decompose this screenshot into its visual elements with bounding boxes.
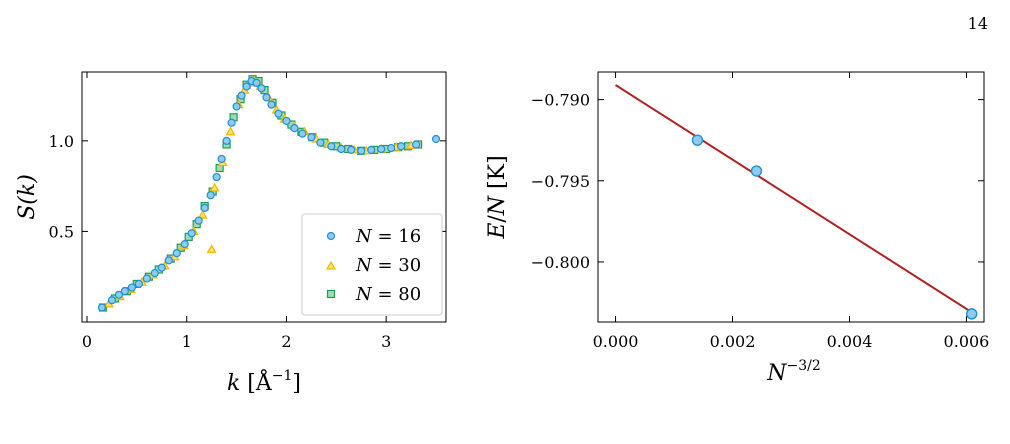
left-plot-frame — [81, 71, 447, 323]
page-number: 14 — [967, 14, 988, 33]
left-ticks: 0 1 2 3 0.5 1.0 — [49, 72, 446, 351]
energy-data-point — [966, 308, 978, 320]
data-point-n16 — [257, 84, 266, 93]
data-point-n16 — [367, 145, 376, 154]
right-x-tick-label: 0.000 — [593, 332, 639, 351]
left-y-tick-label: 1.0 — [49, 132, 74, 151]
legend-box — [301, 213, 443, 316]
data-point-n16 — [316, 138, 325, 147]
data-point-n16 — [307, 133, 316, 142]
right-x-tick-label: 0.006 — [944, 332, 990, 351]
legend-marker-n80 — [326, 289, 336, 299]
fit-line — [615, 84, 973, 314]
data-point-n16 — [187, 229, 196, 238]
data-point-n16 — [134, 279, 143, 289]
data-point-n30 — [206, 244, 217, 254]
left-x-tick-label: 2 — [281, 332, 291, 351]
data-point-n16 — [107, 296, 117, 305]
data-point-n16 — [262, 93, 271, 102]
data-point-n16 — [212, 172, 221, 182]
right-ticks: 0.000 0.002 0.004 0.006 −0.790 −0.795 −0.800 — [531, 72, 990, 351]
data-point-n16 — [157, 263, 166, 272]
data-point-n16 — [114, 290, 123, 299]
data-point-n16 — [267, 100, 276, 109]
left-x-tick-label: 1 — [182, 332, 192, 351]
data-point-n16 — [180, 240, 189, 249]
data-point-n16 — [397, 142, 406, 151]
legend: N = 16 N = 30 N = 80 — [301, 213, 443, 316]
data-point-n16 — [431, 134, 441, 144]
right-y-tick-label: −0.790 — [531, 91, 590, 110]
left-x-axis-label: k [Å−1] — [227, 368, 301, 396]
legend-label-n16: N = 16 — [355, 226, 421, 247]
right-y-axis-label: E/N [K] — [485, 155, 510, 239]
right-y-tick-label: −0.800 — [531, 253, 590, 272]
right-plot-frame — [597, 71, 985, 323]
data-point-n16 — [232, 102, 241, 111]
right-x-tick-label: 0.004 — [827, 332, 873, 351]
legend-label-n80: N = 80 — [355, 284, 421, 305]
data-point-n16 — [237, 91, 246, 100]
data-point-n16 — [377, 144, 386, 154]
data-point-n16 — [242, 82, 251, 91]
left-x-tick-label: 0 — [82, 332, 92, 351]
data-point-n30 — [225, 126, 236, 136]
data-point-n16 — [252, 78, 261, 87]
energy-extrapolation-plot: 0.000 0.002 0.004 0.006 −0.790 −0.795 −0.800 E… — [485, 71, 990, 386]
data-point-n16 — [164, 256, 173, 265]
data-point-n16 — [200, 203, 209, 212]
left-y-axis-label: S(k) — [15, 174, 40, 220]
data-point-n16 — [274, 109, 283, 118]
data-point-n16 — [347, 145, 356, 154]
data-point-n16 — [127, 283, 136, 292]
energy-data-point — [750, 165, 763, 177]
data-point-n16 — [217, 154, 226, 164]
left-x-tick-label: 3 — [381, 332, 391, 351]
data-point-n16 — [150, 268, 159, 278]
energy-data-point — [691, 134, 704, 146]
data-point-n16 — [222, 136, 231, 145]
data-point-n16 — [327, 142, 336, 151]
data-point-n16 — [194, 216, 203, 225]
left-data-points — [97, 75, 441, 312]
data-point-n16 — [290, 124, 299, 133]
data-point-n16 — [357, 146, 366, 155]
legend-marker-n30 — [325, 260, 337, 270]
right-x-tick-label: 0.002 — [710, 332, 756, 351]
data-point-n30 — [197, 209, 208, 219]
data-point-n16 — [206, 191, 215, 200]
structure-factor-plot: 0 1 2 3 0.5 1.0 S(k) k [Å−1] N = 16 N = 30 N … — [15, 71, 447, 396]
right-data-points — [691, 134, 978, 320]
legend-label-n30: N = 30 — [355, 255, 421, 276]
data-point-n16 — [298, 129, 307, 138]
data-point-n16 — [282, 116, 291, 126]
data-point-n16 — [337, 144, 346, 154]
data-point-n16 — [120, 287, 129, 296]
data-point-n16 — [142, 274, 151, 283]
data-point-n16 — [387, 143, 396, 153]
left-y-tick-label: 0.5 — [49, 222, 74, 241]
data-point-n16 — [97, 303, 107, 312]
legend-marker-n16 — [326, 231, 336, 241]
data-point-n16 — [172, 249, 181, 258]
right-y-tick-label: −0.795 — [531, 172, 590, 191]
data-point-n16 — [227, 118, 236, 127]
data-point-n16 — [411, 140, 421, 149]
data-point-n30 — [209, 182, 220, 192]
right-x-axis-label: N−3/2 — [766, 358, 821, 386]
